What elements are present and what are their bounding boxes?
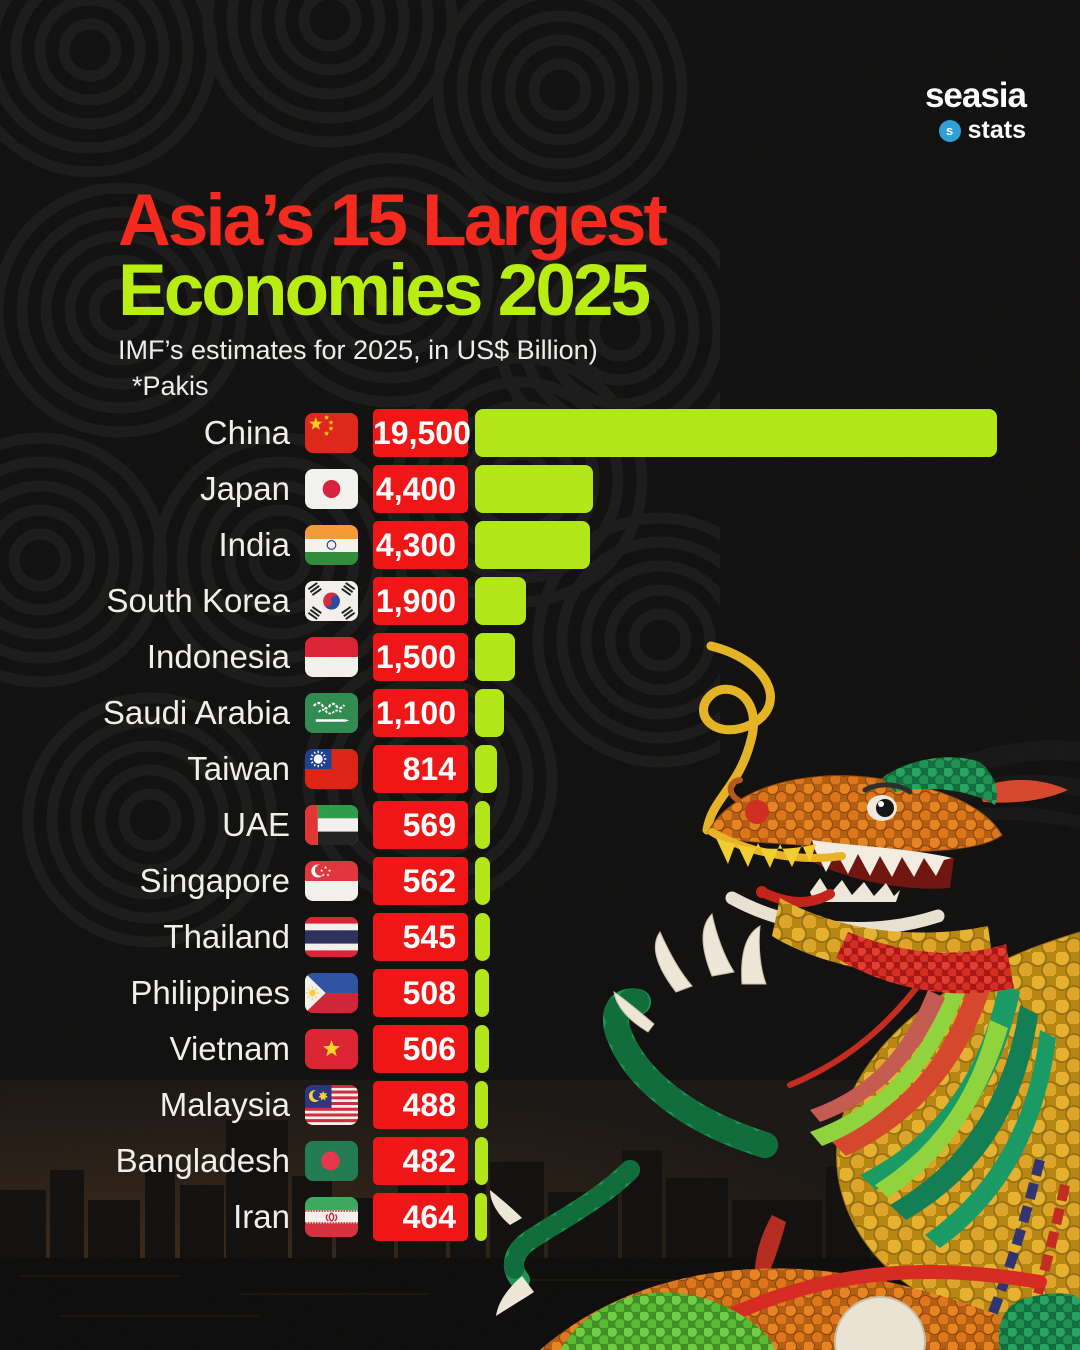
country-label: Japan (200, 470, 290, 507)
chart-row-india: India 4,300 (0, 520, 1080, 569)
value-bar (475, 632, 515, 681)
chart-row-singapore: Singapore 562 (0, 856, 1080, 905)
flag-in-icon (305, 524, 358, 565)
country-label: Iran (233, 1198, 290, 1235)
chart-row-philippines: Philippines 508 (0, 968, 1080, 1017)
value-box: 814 (373, 744, 468, 793)
value-box: 488 (373, 1080, 468, 1129)
chart-row-japan: Japan 4,400 (0, 464, 1080, 513)
value-box: 464 (373, 1192, 468, 1241)
flag-jp-icon (305, 468, 358, 509)
value-box: 482 (373, 1136, 468, 1185)
value-box: 19,500 (373, 408, 471, 457)
stats-circle-icon: s (938, 119, 961, 142)
bar-chart: China 19,500 Japan 4,400 India 4,300 South Ko… (0, 408, 1080, 1248)
country-label: Thailand (163, 918, 290, 955)
brand-name: seasia (924, 76, 1027, 115)
value-box: 569 (373, 800, 468, 849)
value-bar (475, 464, 593, 513)
chart-row-bangladesh: Bangladesh 482 (0, 1136, 1080, 1185)
flag-bd-icon (305, 1140, 358, 1181)
flag-ir-icon (305, 1196, 358, 1237)
value-bar (475, 1024, 489, 1073)
chart-row-uae: UAE 569 (0, 800, 1080, 849)
value-bar (475, 856, 490, 905)
chart-row-indonesia: Indonesia 1,500 (0, 632, 1080, 681)
value-bar (475, 1080, 488, 1129)
value-box: 1,500 (373, 632, 468, 681)
value-bar (475, 576, 526, 625)
country-label: UAE (222, 806, 290, 843)
chart-row-saudi-arabia: Saudi Arabia 1,100 (0, 688, 1080, 737)
value-box: 1,100 (373, 688, 468, 737)
chart-row-malaysia: Malaysia 488 (0, 1080, 1080, 1129)
value-box: 562 (373, 856, 468, 905)
flag-sg-icon (305, 860, 358, 901)
country-label: Philippines (130, 974, 290, 1011)
flag-id-icon (305, 636, 358, 677)
value-bar (475, 912, 490, 961)
value-bar (475, 408, 997, 457)
country-label: Taiwan (187, 750, 290, 787)
value-bar (475, 688, 504, 737)
title-line-2: Economies 2025 (118, 250, 651, 331)
country-label: South Korea (106, 582, 290, 619)
value-bar (475, 520, 590, 569)
value-bar (475, 1136, 488, 1185)
value-box: 506 (373, 1024, 468, 1073)
flag-vn-icon (305, 1028, 358, 1069)
flag-ae-icon (305, 804, 358, 845)
value-bar (475, 1192, 487, 1241)
chart-row-south-korea: South Korea 1,900 (0, 576, 1080, 625)
subtitle: IMF’s estimates for 2025, in US$ Billion… (118, 335, 598, 365)
title-line-1: Asia’s 15 Largest (118, 180, 668, 261)
flag-cn-icon (305, 412, 358, 453)
header: Asia’s 15 Largest Economies 2025 IMF’s e… (118, 180, 668, 402)
footnote: *Pakis (132, 371, 209, 401)
country-label: Vietnam (169, 1030, 290, 1067)
flag-sa-icon (305, 692, 358, 733)
flag-tw-icon (305, 748, 358, 789)
page-title: Asia’s 15 Largest Economies 2025 (118, 180, 668, 331)
value-box: 4,400 (373, 464, 468, 513)
chart-row-vietnam: Vietnam 506 (0, 1024, 1080, 1073)
country-label: Bangladesh (115, 1142, 290, 1179)
chart-row-china: China 19,500 (0, 408, 1080, 457)
value-box: 545 (373, 912, 468, 961)
chart-row-taiwan: Taiwan 814 (0, 744, 1080, 793)
brand-sub-label: stats (967, 116, 1026, 144)
value-bar (475, 800, 490, 849)
chart-row-iran: Iran 464 (0, 1192, 1080, 1241)
value-box: 4,300 (373, 520, 468, 569)
value-box: 508 (373, 968, 468, 1017)
flag-my-icon (305, 1084, 358, 1125)
country-label: India (218, 526, 290, 563)
country-label: Indonesia (146, 638, 290, 675)
brand-logo: seasia s stats (924, 76, 1027, 145)
flag-th-icon (305, 916, 358, 957)
flag-ph-icon (305, 972, 358, 1013)
value-bar (475, 744, 497, 793)
value-box: 1,900 (373, 576, 468, 625)
country-label: Singapore (139, 862, 290, 899)
country-label: Malaysia (159, 1086, 290, 1123)
flag-kr-icon (305, 580, 358, 621)
chart-row-thailand: Thailand 545 (0, 912, 1080, 961)
value-bar (475, 968, 489, 1017)
country-label: Saudi Arabia (102, 694, 290, 731)
country-label: China (203, 414, 290, 451)
